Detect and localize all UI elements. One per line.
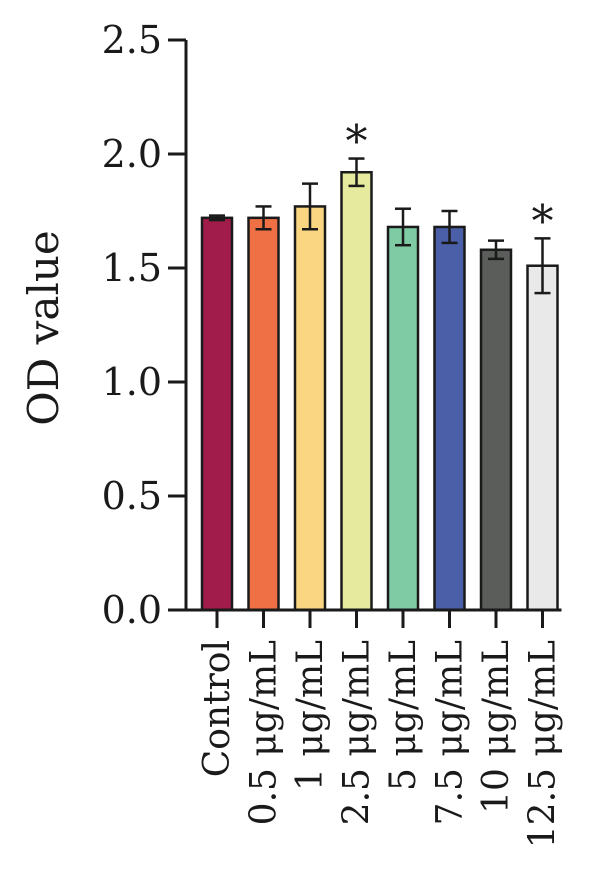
significance-marker: * [346,117,368,168]
y-tick-label: 1.0 [102,360,162,404]
y-tick-label: 1.5 [102,246,162,290]
y-tick-label: 2.0 [102,132,162,176]
x-tick-label: 12.5 μg/mL [523,640,564,848]
bar [386,225,420,612]
y-axis-label: OD value [19,230,68,426]
y-axis: 0.0 0.5 1.0 1.5 2.0 2.5 [102,18,188,632]
bar [200,216,234,612]
x-axis: Control 0.5 μg/mL 1 μg/mL 2.5 μg/mL 5 μg/mL 7… [186,608,564,848]
x-tick-label: 2.5 μg/mL [337,640,378,825]
y-tick-label: 0.0 [102,588,162,632]
x-tick-label: 0.5 μg/mL [244,640,285,825]
x-tick-label: 10 μg/mL [476,640,517,814]
bar [433,225,466,612]
significance-marker: * [532,196,554,247]
x-tick-label: 1 μg/mL [290,640,331,791]
bars: ** [200,117,559,612]
bar [340,170,373,612]
x-tick-label: 7.5 μg/mL [430,640,471,825]
y-tick-label: 0.5 [102,474,162,518]
y-tick-label: 2.5 [102,18,162,62]
bar [247,216,280,612]
x-tick-label: Control [197,640,238,777]
bar [479,248,513,612]
bar [526,264,559,612]
bar [293,205,327,612]
x-tick-label: 5 μg/mL [383,640,424,791]
